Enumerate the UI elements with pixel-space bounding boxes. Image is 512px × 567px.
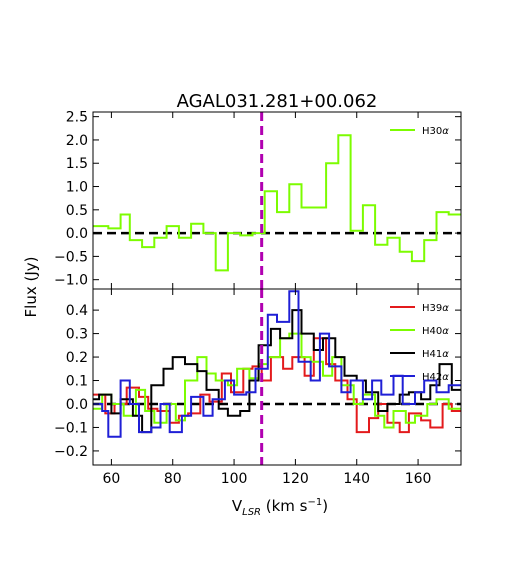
bottom-ytick-label: 0.4: [66, 303, 88, 319]
x-axis-label-sub: LSR: [242, 507, 261, 518]
y-axis-label: Flux (Jy): [22, 257, 40, 318]
legend-label-h40: H40α: [422, 326, 449, 337]
top-ytick-label: −0.5: [54, 249, 88, 265]
series-h41-line: [93, 309, 461, 434]
series-h40-line: [93, 332, 461, 429]
legend-label-h42: H42α: [422, 372, 449, 383]
bottom-ytick-label: −0.1: [54, 420, 88, 436]
legend-label-h39: H39α: [422, 303, 449, 314]
top-ytick-label: 0.0: [66, 226, 88, 242]
legend-label-h41: H41α: [422, 349, 449, 360]
series-h30-line: [93, 134, 461, 272]
bottom-ytick-label: −0.2: [54, 444, 88, 460]
top-ytick-label: 2.0: [66, 133, 88, 149]
bottom-ytick-label: 0.2: [66, 350, 88, 366]
top-ytick-label: 1.5: [66, 156, 88, 172]
x-axis-label-close: ): [322, 497, 328, 515]
series-h42-line: [93, 290, 461, 438]
top-ytick-label: 0.5: [66, 203, 88, 219]
xtick-label: 100: [221, 471, 248, 487]
legend-label-h30: H30α: [422, 126, 449, 137]
top-ytick-label: 2.5: [66, 110, 88, 126]
xtick-label: 80: [164, 471, 182, 487]
xtick-label: 160: [405, 471, 432, 487]
bottom-ytick-label: 0.1: [66, 374, 88, 390]
top-ytick-label: 1.0: [66, 180, 88, 196]
bottom-ytick-label: 0.3: [66, 327, 88, 343]
x-axis-label-exp: −1: [308, 497, 323, 508]
x-axis-label-units: (km s: [261, 497, 308, 515]
bottom-panel-h39-h42: −0.2 −0.1 0.0 0.1 0.2 0.3 0.4 60 80 100 120 140 160 H…: [54, 288, 462, 487]
xtick-label: 60: [102, 471, 120, 487]
xtick-label: 140: [343, 471, 370, 487]
bottom-plot-frame: [92, 288, 462, 466]
figure-title: AGAL031.281+00.062: [177, 91, 378, 112]
top-panel-h30: −1.0 −0.5 0.0 0.5 1.0 1.5 2.0 2.5 H30α: [54, 110, 462, 290]
top-ytick-label: −1.0: [54, 273, 88, 289]
x-axis-label: VLSR (km s−1): [232, 497, 328, 518]
bottom-ytick-label: 0.0: [66, 397, 88, 413]
x-axis-label-main: V: [232, 497, 243, 515]
xtick-label: 120: [282, 471, 309, 487]
